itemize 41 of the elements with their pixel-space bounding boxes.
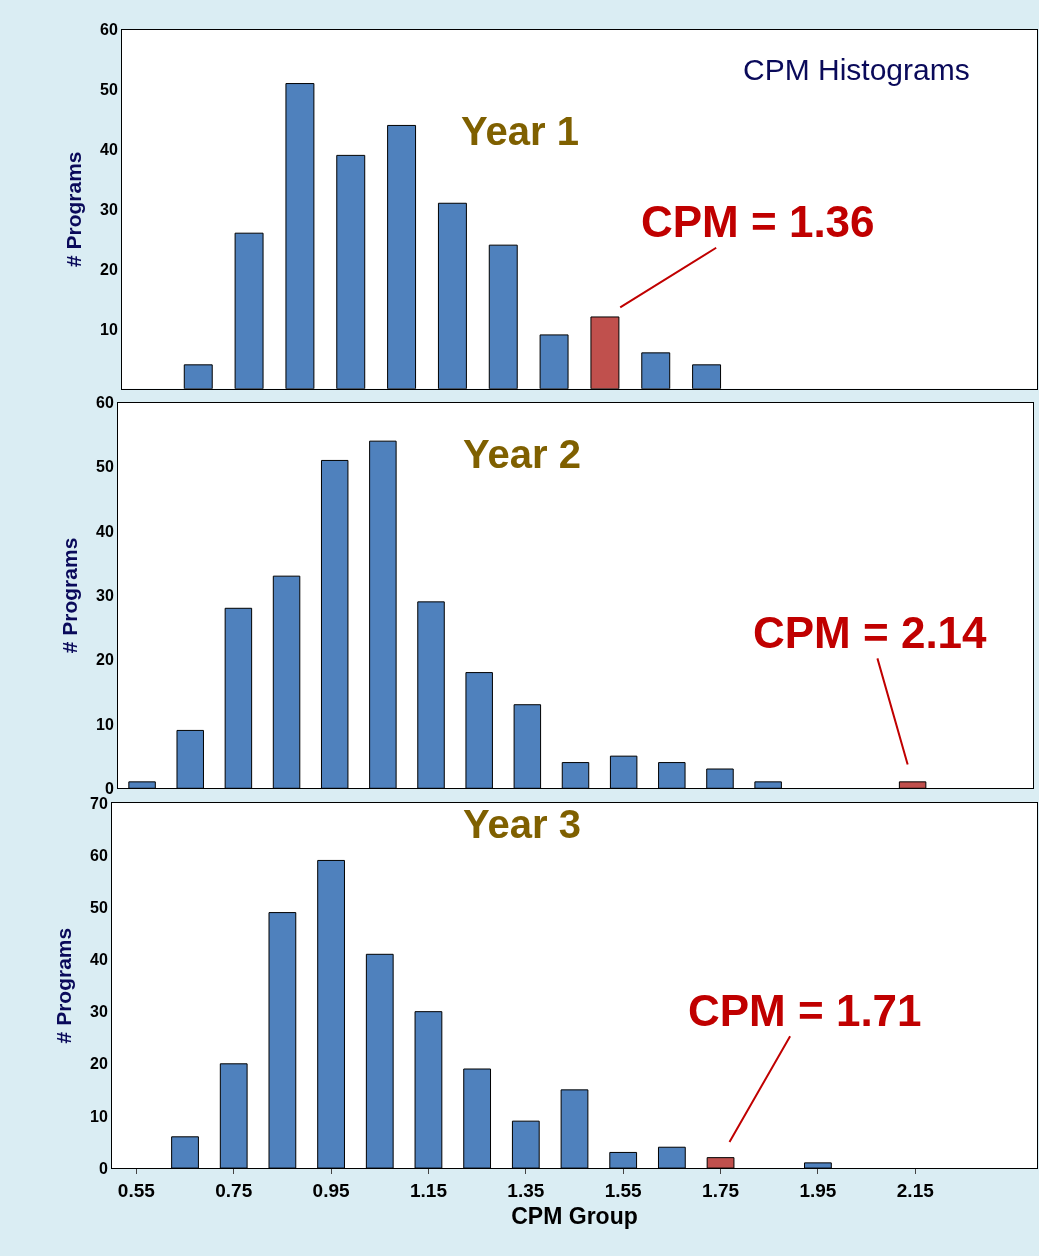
x-tick-label: 1.15: [409, 1179, 448, 1201]
annotation: Year 3: [463, 802, 581, 846]
y-tick-label: 0: [98, 1159, 108, 1177]
y-tick-label: 40: [96, 522, 114, 540]
y-tick-label: 30: [96, 587, 114, 605]
annotation: CPM = 2.14: [753, 608, 988, 657]
text: CPM Histograms: [743, 53, 970, 86]
y-tick-label: 20: [100, 260, 118, 278]
y-tick-label: 20: [96, 651, 114, 669]
y-tick-label: 50: [96, 458, 114, 476]
y-tick-label: 40: [100, 140, 118, 158]
y-tick-label: 70: [90, 794, 108, 812]
y-tick-label: 20: [90, 1055, 108, 1073]
x-tick-label: 0.55: [117, 1179, 156, 1201]
y-axis-title: # Programs: [58, 537, 82, 654]
x-tick-label: 1.75: [702, 1179, 740, 1201]
y-tick-label: 60: [96, 394, 114, 412]
x-tick-label: 0.75: [215, 1179, 253, 1201]
y-tick-label: 60: [100, 21, 118, 39]
y-tick-label: 60: [90, 846, 108, 864]
y-tick-label: 10: [90, 1107, 108, 1125]
annotation: CPM = 1.36: [641, 197, 875, 246]
x-tick-label: 1.55: [604, 1179, 643, 1201]
y-tick-label: 50: [90, 898, 108, 916]
y-tick-label: 30: [100, 200, 118, 218]
x-tick-label: 1.95: [799, 1179, 837, 1201]
annotation: Year 1: [461, 109, 579, 153]
x-tick-label: 1.35: [507, 1179, 545, 1201]
annotation: Year 2: [463, 432, 581, 476]
annotation: CPM = 1.71: [688, 986, 922, 1035]
x-tick-label: 0.95: [312, 1179, 350, 1201]
x-axis-title: CPM Group: [511, 1203, 638, 1230]
y-tick-label: 10: [100, 320, 118, 338]
y-axis-title: # Programs: [62, 151, 86, 268]
y-tick-label: 40: [90, 951, 108, 969]
y-tick-label: 30: [90, 1003, 108, 1021]
y-tick-label: 10: [96, 715, 114, 733]
y-axis-title: # Programs: [52, 927, 76, 1044]
y-tick-label: 0: [104, 779, 114, 797]
x-tick-label: 2.15: [896, 1179, 935, 1201]
y-tick-label: 50: [100, 81, 118, 99]
